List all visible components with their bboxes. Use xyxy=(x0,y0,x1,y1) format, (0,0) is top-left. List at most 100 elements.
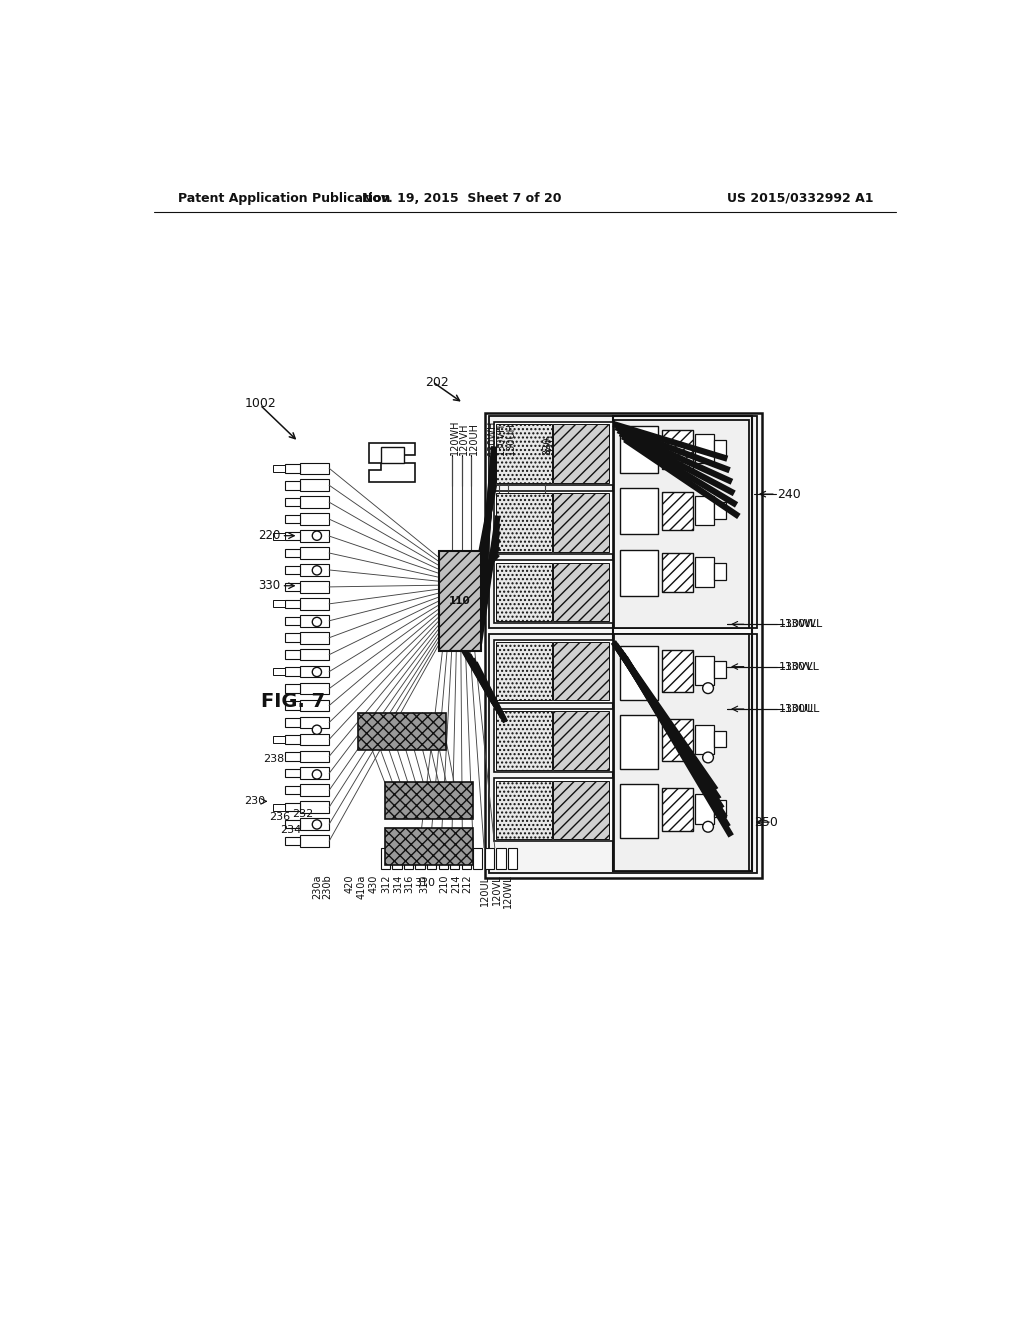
Text: 314: 314 xyxy=(393,874,403,892)
Circle shape xyxy=(312,770,322,779)
Circle shape xyxy=(702,821,714,832)
Polygon shape xyxy=(370,444,416,482)
Bar xyxy=(416,847,425,869)
Bar xyxy=(484,412,762,878)
Bar xyxy=(553,424,608,483)
Circle shape xyxy=(702,682,714,693)
Bar xyxy=(300,818,330,830)
Bar xyxy=(662,553,692,591)
Bar xyxy=(494,491,613,554)
Bar xyxy=(285,684,300,693)
Bar xyxy=(300,496,330,508)
Bar xyxy=(285,668,300,676)
Bar xyxy=(273,668,285,675)
Bar xyxy=(714,730,726,747)
Bar xyxy=(285,718,300,726)
Bar xyxy=(403,847,413,869)
Bar xyxy=(300,700,330,711)
Bar xyxy=(497,642,552,701)
Bar xyxy=(695,434,714,463)
Bar xyxy=(497,780,552,840)
Bar xyxy=(285,634,300,642)
Text: 320: 320 xyxy=(547,434,556,455)
Bar xyxy=(273,533,285,540)
Text: 120VL: 120VL xyxy=(493,874,502,906)
Bar xyxy=(614,420,749,628)
Bar xyxy=(300,462,330,474)
Text: 130VL: 130VL xyxy=(785,661,820,672)
Text: US 2015/0332992 A1: US 2015/0332992 A1 xyxy=(727,191,873,205)
Text: 330: 330 xyxy=(259,579,281,593)
Circle shape xyxy=(312,618,322,627)
Text: 320: 320 xyxy=(543,437,553,455)
Bar xyxy=(385,781,473,818)
Bar xyxy=(285,820,300,829)
Bar xyxy=(385,829,473,866)
Circle shape xyxy=(702,752,714,763)
Bar xyxy=(714,502,726,519)
Bar xyxy=(300,717,330,729)
Text: Nov. 19, 2015  Sheet 7 of 20: Nov. 19, 2015 Sheet 7 of 20 xyxy=(361,191,561,205)
Bar xyxy=(662,719,692,762)
Text: 130VL: 130VL xyxy=(779,661,814,672)
Bar xyxy=(662,430,692,469)
Bar xyxy=(473,847,482,869)
Text: 236: 236 xyxy=(269,812,291,822)
Bar xyxy=(613,416,752,871)
Bar xyxy=(273,804,285,810)
Bar xyxy=(285,837,300,845)
Text: 230b: 230b xyxy=(322,874,332,899)
Text: 210: 210 xyxy=(439,874,450,894)
Text: 1002: 1002 xyxy=(245,397,276,411)
Bar xyxy=(300,751,330,762)
Text: 316: 316 xyxy=(404,874,415,892)
Bar xyxy=(553,642,608,701)
Text: 130WL: 130WL xyxy=(785,619,823,630)
Bar xyxy=(381,847,390,869)
Circle shape xyxy=(312,725,322,734)
Text: 130UL: 130UL xyxy=(779,704,814,714)
Bar xyxy=(553,780,608,840)
Bar xyxy=(300,581,330,593)
Text: 310: 310 xyxy=(420,874,430,892)
Text: 120UL: 120UL xyxy=(480,874,489,906)
Bar xyxy=(285,770,300,777)
Text: 214: 214 xyxy=(452,874,461,894)
Bar xyxy=(553,562,608,622)
Text: 240: 240 xyxy=(777,487,801,500)
Text: 312: 312 xyxy=(381,874,391,894)
Bar xyxy=(300,615,330,627)
Bar xyxy=(300,564,330,576)
Text: 232: 232 xyxy=(293,809,313,820)
Text: 130UH: 130UH xyxy=(506,422,515,455)
Bar xyxy=(300,479,330,491)
Text: 130UL: 130UL xyxy=(785,704,820,714)
Bar xyxy=(300,767,330,779)
Text: Patent Application Publication: Patent Application Publication xyxy=(178,191,391,205)
Text: 130WL: 130WL xyxy=(779,619,817,630)
Bar xyxy=(695,557,714,586)
Bar xyxy=(381,447,403,462)
Bar xyxy=(392,847,401,869)
Bar xyxy=(285,480,300,490)
Bar xyxy=(300,801,330,813)
Circle shape xyxy=(312,531,322,540)
Bar xyxy=(494,422,613,484)
Bar xyxy=(273,601,285,607)
Bar xyxy=(620,784,658,838)
Bar xyxy=(300,682,330,694)
Bar xyxy=(553,494,608,552)
Bar xyxy=(300,734,330,744)
Bar xyxy=(427,847,436,869)
Bar xyxy=(508,847,517,869)
Bar xyxy=(695,496,714,525)
Bar xyxy=(285,498,300,507)
Text: 230: 230 xyxy=(244,796,265,807)
Bar xyxy=(462,847,471,869)
Bar xyxy=(285,549,300,557)
Bar xyxy=(285,515,300,524)
Bar xyxy=(285,785,300,795)
Bar xyxy=(662,649,692,692)
Text: 310: 310 xyxy=(414,878,435,888)
Text: 130WH: 130WH xyxy=(487,420,497,455)
